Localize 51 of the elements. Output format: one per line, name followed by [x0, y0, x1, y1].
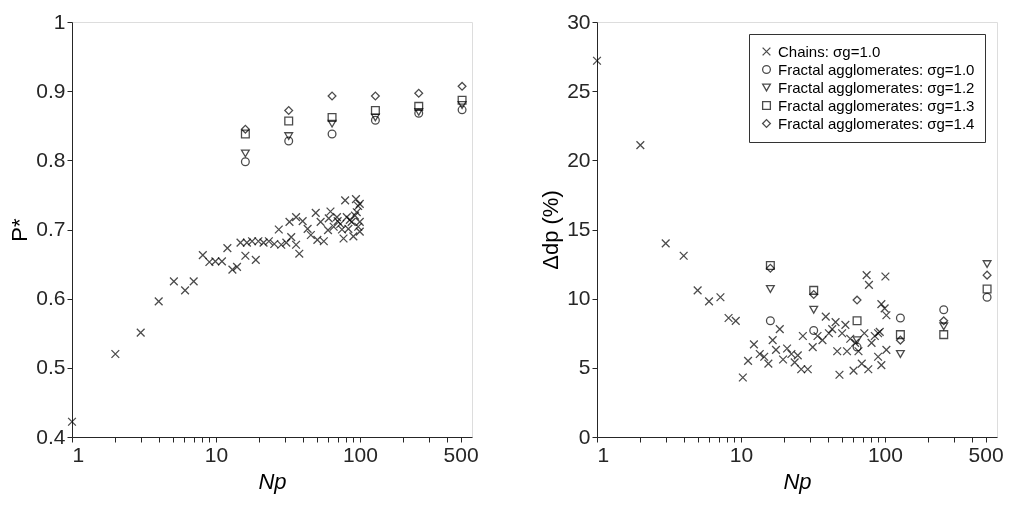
x-tick-label: 1: [597, 442, 610, 466]
y-tick-label: 0.5: [36, 355, 66, 379]
point: [327, 129, 337, 139]
x-tick-label: 500: [968, 442, 1004, 466]
point: [240, 129, 250, 139]
point: [327, 91, 337, 101]
point: [457, 105, 467, 115]
legend-label: Fractal agglomerates: σg=1.0: [778, 60, 975, 78]
x-tick-label: 1: [72, 442, 85, 466]
point: [240, 157, 250, 167]
y-tick-label: 0.9: [36, 78, 66, 102]
point: [370, 106, 380, 116]
point: [327, 112, 337, 122]
y-tick-label: 1: [53, 9, 66, 33]
point: [327, 119, 337, 128]
point: [457, 101, 467, 109]
x-tick-label: 10: [204, 442, 229, 466]
y-tick-label: 10: [567, 286, 591, 310]
legend-label: Fractal agglomerates: σg=1.2: [778, 78, 975, 96]
y-axis-title: P*: [7, 217, 33, 242]
x-tick-label: 10: [729, 442, 754, 466]
y-tick-label: 0.7: [36, 217, 66, 240]
point: [370, 91, 380, 101]
y-tick-label: 15: [567, 217, 591, 240]
y-tick-label: 20: [567, 147, 591, 171]
x-tick-label: 100: [342, 442, 378, 466]
point: [414, 101, 424, 111]
y-tick-label: 0.4: [36, 424, 66, 448]
x-tick-label: 500: [443, 442, 479, 466]
point: [240, 124, 250, 134]
y-tick-label: 0.6: [36, 286, 66, 310]
y-axis-title: Δdp (%): [538, 190, 564, 270]
point: [240, 149, 250, 158]
x-tick-label: 100: [867, 442, 903, 466]
point: [284, 106, 294, 116]
x-axis-title: Np: [258, 468, 287, 494]
point: [457, 81, 467, 91]
point: [284, 116, 294, 126]
point: [284, 132, 294, 141]
point: [414, 88, 424, 98]
legend-label: Chains: σg=1.0: [778, 42, 881, 60]
point: [457, 95, 467, 105]
y-tick-label: 30: [567, 9, 591, 33]
y-tick-label: 0: [578, 424, 591, 448]
legend-label: Fractal agglomerates: σg=1.3: [778, 96, 975, 114]
point: [284, 136, 294, 146]
y-tick-label: 5: [578, 355, 591, 379]
y-tick-label: 25: [567, 78, 591, 102]
y-tick-label: 0.8: [36, 147, 66, 171]
legend-label: Fractal agglomerates: σg=1.4: [778, 114, 975, 132]
x-axis-title: Np: [783, 468, 812, 494]
